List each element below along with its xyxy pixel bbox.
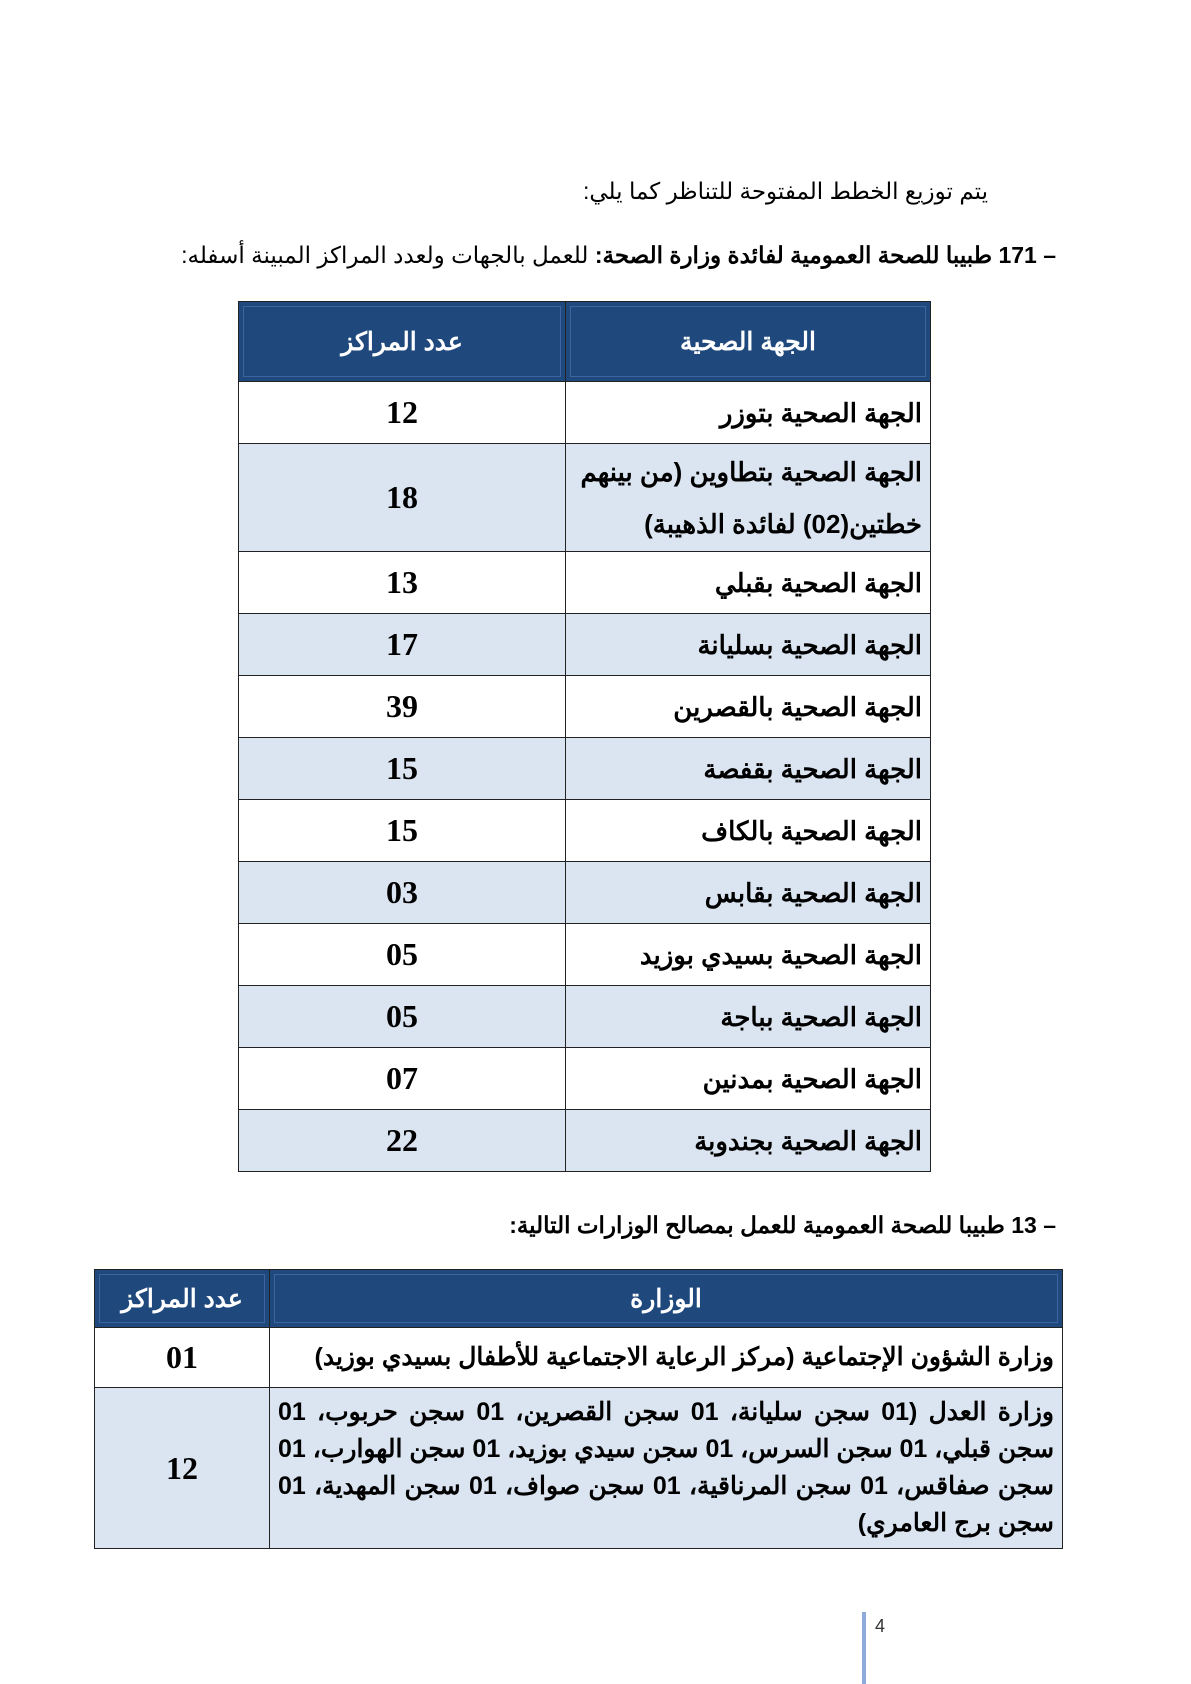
row-count: 05 xyxy=(238,923,566,986)
table-row: وزارة الشؤون الإجتماعية (مركز الرعاية ال… xyxy=(94,1327,1063,1388)
row-name: الجهة الصحية بالقصرين xyxy=(565,675,931,738)
row-name: الجهة الصحية بمدنين xyxy=(565,1047,931,1110)
health-regions-table: الجهة الصحية عدد المراكز الجهة الصحية بت… xyxy=(238,301,931,1172)
row-name: الجهة الصحية بباجة xyxy=(565,985,931,1048)
row-name: الجهة الصحية بسيدي بوزيد xyxy=(565,923,931,986)
section1-bold: – 171 طبيبا للصحة العمومية لفائدة وزارة … xyxy=(594,242,1056,268)
table-row: الجهة الصحية بالكاف 15 xyxy=(238,799,931,862)
row-name: الجهة الصحية بقبلي xyxy=(565,551,931,614)
row-count: 03 xyxy=(238,861,566,924)
row-name: الجهة الصحية بقابس xyxy=(565,861,931,924)
page-number-bar xyxy=(862,1612,866,1684)
row-count: 15 xyxy=(238,799,566,862)
header-ministry: الوزارة xyxy=(269,1269,1063,1328)
intro-text: يتم توزيع الخطط المفتوحة للتناظر كما يلي… xyxy=(582,178,988,204)
section2-heading: – 13 طبيبا للصحة العمومية للعمل بمصالح ا… xyxy=(509,1212,1056,1238)
row-count: 22 xyxy=(238,1109,566,1172)
table-row: الجهة الصحية بمدنين 07 xyxy=(238,1047,931,1110)
page-number: 4 xyxy=(875,1616,886,1636)
table-row: الجهة الصحية بتطاوين (من بينهم خطتين(02)… xyxy=(238,443,931,552)
table-row: الجهة الصحية بقبلي 13 xyxy=(238,551,931,614)
row-count: 18 xyxy=(238,443,566,552)
row-count: 05 xyxy=(238,985,566,1048)
row-name: الجهة الصحية بجندوبة xyxy=(565,1109,931,1172)
table-row: الجهة الصحية بقابس 03 xyxy=(238,861,931,924)
table-row: وزارة العدل (01 سجن سليانة، 01 سجن القصر… xyxy=(94,1387,1063,1549)
row-count: 01 xyxy=(94,1327,270,1388)
ministries-table: الوزارة عدد المراكز وزارة الشؤون الإجتما… xyxy=(94,1269,1063,1549)
header-region: الجهة الصحية xyxy=(565,301,931,382)
table-row: الجهة الصحية بسيدي بوزيد 05 xyxy=(238,923,931,986)
section1-rest: للعمل بالجهات ولعدد المراكز المبينة أسفل… xyxy=(181,242,595,268)
row-count: 07 xyxy=(238,1047,566,1110)
row-count: 39 xyxy=(238,675,566,738)
header-count: عدد المراكز xyxy=(94,1269,270,1328)
section1-heading: – 171 طبيبا للصحة العمومية لفائدة وزارة … xyxy=(181,242,1056,269)
row-name: الجهة الصحية بقفصة xyxy=(565,737,931,800)
table-header-row: الوزارة عدد المراكز xyxy=(94,1269,1063,1328)
row-name: الجهة الصحية بتوزر xyxy=(565,381,931,444)
table-row: الجهة الصحية بقفصة 15 xyxy=(238,737,931,800)
header-count: عدد المراكز xyxy=(238,301,566,382)
table-header-row: الجهة الصحية عدد المراكز xyxy=(238,301,931,382)
table-row: الجهة الصحية بتوزر 12 xyxy=(238,381,931,444)
row-count: 17 xyxy=(238,613,566,676)
row-name: وزارة الشؤون الإجتماعية (مركز الرعاية ال… xyxy=(269,1327,1063,1388)
row-name: الجهة الصحية بسليانة xyxy=(565,613,931,676)
row-count: 12 xyxy=(94,1387,270,1549)
row-count: 13 xyxy=(238,551,566,614)
table-row: الجهة الصحية بباجة 05 xyxy=(238,985,931,1048)
table-row: الجهة الصحية بجندوبة 22 xyxy=(238,1109,931,1172)
row-name: الجهة الصحية بالكاف xyxy=(565,799,931,862)
table-row: الجهة الصحية بسليانة 17 xyxy=(238,613,931,676)
row-count: 15 xyxy=(238,737,566,800)
row-count: 12 xyxy=(238,381,566,444)
row-name: وزارة العدل (01 سجن سليانة، 01 سجن القصر… xyxy=(269,1387,1063,1549)
table-row: الجهة الصحية بالقصرين 39 xyxy=(238,675,931,738)
row-name: الجهة الصحية بتطاوين (من بينهم خطتين(02)… xyxy=(565,443,931,552)
